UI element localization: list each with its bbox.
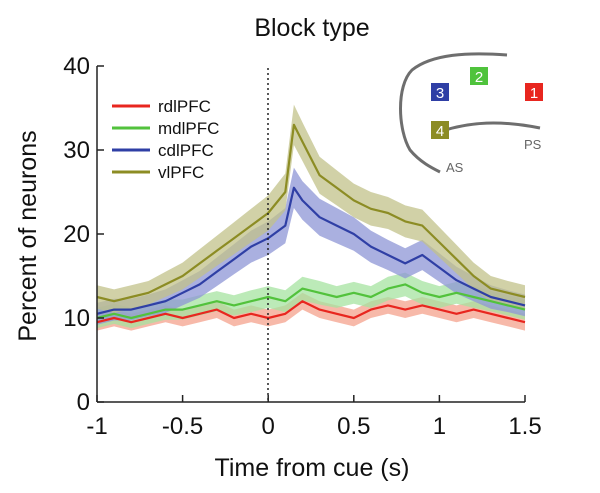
x-axis-label: Time from cue (s)	[215, 454, 410, 482]
x-tick-label: -1	[86, 413, 107, 440]
series-line-cdlPFC	[96, 186, 526, 315]
x-tick-label: 0	[262, 413, 275, 440]
y-ticks: 0 10 20 30 40	[63, 53, 104, 416]
region-marker-3	[431, 83, 449, 101]
region-label-4: 4	[436, 123, 444, 140]
series-band-cdlPFC	[97, 167, 525, 325]
series-lines	[96, 123, 526, 324]
series-band-mdlPFC	[97, 272, 525, 329]
legend-label-vlPFC: vlPFC	[158, 163, 204, 182]
legend-label-mdlPFC: mdlPFC	[158, 119, 219, 138]
x-ticks: -1 -0.5 0 0.5 1 1.5	[86, 395, 542, 440]
x-tick-label: 1	[433, 413, 446, 440]
ps-label: PS	[524, 137, 542, 152]
region-marker-4	[431, 121, 449, 139]
brain-region-inset: AS PS 1 2 3 4	[399, 52, 543, 175]
series-line-vlPFC	[96, 123, 526, 303]
x-tick-label: -0.5	[162, 413, 203, 440]
x-tick-label: 0.5	[337, 413, 370, 440]
region-label-3: 3	[436, 85, 444, 102]
arcuate-sulcus-outline	[399, 52, 508, 174]
as-label: AS	[446, 160, 464, 175]
y-tick-label: 0	[77, 389, 90, 416]
legend-label-rdlPFC: rdlPFC	[158, 97, 211, 116]
y-tick-label: 40	[63, 53, 90, 80]
series-line-mdlPFC	[96, 283, 526, 320]
y-tick-label: 30	[63, 137, 90, 164]
region-label-1: 1	[530, 85, 538, 102]
principal-sulcus-outline	[441, 121, 541, 133]
x-tick-label: 1.5	[508, 413, 541, 440]
legend-label-cdlPFC: cdlPFC	[158, 141, 214, 160]
region-markers: 1 2 3 4	[431, 67, 543, 140]
y-tick-label: 20	[63, 221, 90, 248]
chart-title: Block type	[254, 14, 369, 42]
error-bands	[97, 104, 525, 331]
y-axis-label: Percent of neurons	[14, 130, 42, 341]
region-label-2: 2	[475, 69, 483, 86]
region-marker-2	[470, 67, 488, 85]
y-tick-label: 10	[63, 305, 90, 332]
series-line-rdlPFC	[96, 300, 526, 324]
legend: rdlPFC mdlPFC cdlPFC vlPFC	[112, 97, 219, 182]
axes	[96, 66, 525, 403]
region-marker-1	[525, 83, 543, 101]
